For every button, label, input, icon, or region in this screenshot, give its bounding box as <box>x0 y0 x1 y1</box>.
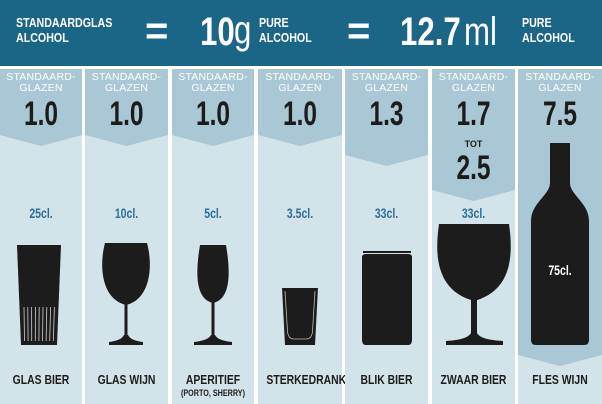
glass-count-band <box>258 69 342 146</box>
column-title: STANDAARD- GLAZEN <box>351 71 422 94</box>
goblet-glass-icon <box>437 224 511 345</box>
drink-name: GLAS BIER <box>12 372 70 387</box>
header-mid-line1: PURE <box>259 15 289 30</box>
aperitif-glass-icon <box>194 245 232 345</box>
glass-count-band <box>85 69 168 146</box>
column-title: STANDAARD- GLAZEN <box>525 71 595 94</box>
volume-label: 3.5cl. <box>286 205 314 221</box>
header-left-line1: STANDAARDGLAS <box>16 15 113 30</box>
standard-glass-count: 1.0 <box>109 95 144 133</box>
volume-label: 75cl. <box>548 262 572 278</box>
grams-value: 10 <box>200 10 235 54</box>
drink-column-7: STANDAARD- GLAZEN 7.5 75cl. FLES WIJN <box>518 69 602 404</box>
equals-sign-2: = <box>347 9 371 53</box>
header-right-line1: PURE <box>522 15 552 30</box>
volume-label: 25cl. <box>29 205 53 221</box>
standard-glass-count: 1.3 <box>369 95 404 133</box>
drink-column-5: STANDAARD- GLAZEN 1.3 33cl. BLIK BIER <box>345 69 428 404</box>
standard-glass-count: 7.5 <box>542 95 578 133</box>
volume-label: 5cl. <box>204 205 222 221</box>
column-title: STANDAARD- GLAZEN <box>6 71 76 94</box>
shot-glass-icon <box>282 288 318 345</box>
standard-glass-count: 1.0 <box>195 95 231 133</box>
header-mid-line2: ALCOHOL <box>259 30 312 45</box>
beer-glass-icon <box>17 245 61 345</box>
column-background <box>518 69 602 404</box>
drink-column-4: STANDAARD- GLAZEN 1.0 3.5cl. STERKEDRANK <box>258 69 347 404</box>
volume-label: 33cl. <box>374 205 399 221</box>
drink-name: FLES WIJN <box>532 372 588 387</box>
drink-column-3: STANDAARD- GLAZEN 1.0 5cl. APERITIEF (PORTO, … <box>172 69 254 404</box>
wine-glass-icon <box>102 243 150 345</box>
ml-unit: ml <box>464 10 497 54</box>
drink-column-2: STANDAARD- GLAZEN 1.0 10cl. GLAS WIJN <box>85 69 168 404</box>
drink-name: ZWAAR BIER <box>440 372 507 387</box>
column-background <box>85 69 168 404</box>
standard-glass-count: 1.0 <box>23 95 59 133</box>
column-title: STANDAARD- GLAZEN <box>265 71 335 94</box>
column-background <box>0 69 82 404</box>
column-title: STANDAARD- GLAZEN <box>438 71 509 94</box>
column-background <box>345 69 428 404</box>
range-connector: TOT <box>464 139 483 149</box>
wine-bottle-icon <box>531 143 589 345</box>
drink-name: APERITIEF <box>185 372 241 387</box>
column-background <box>258 69 342 404</box>
drink-examples: (PORTO, SHERRY) <box>180 388 245 398</box>
header-banner: STANDAARDGLAS ALCOHOL = 10 g PURE ALCOHO… <box>0 0 602 66</box>
drink-column-6: STANDAARD- GLAZEN 1.7 TOT 2.5 33cl. ZWAAR BIER <box>432 69 515 404</box>
equals-sign: = <box>145 9 169 53</box>
header-left-line2: ALCOHOL <box>16 30 69 45</box>
ml-value: 12.7 <box>400 10 461 54</box>
volume-label: 33cl. <box>461 205 486 221</box>
column-title: STANDAARD- GLAZEN <box>91 71 162 94</box>
volume-label: 10cl. <box>114 205 139 221</box>
grams-unit: g <box>234 8 252 52</box>
drink-name: STERKEDRANK <box>266 372 347 387</box>
standard-glass-count: 1.7 <box>456 95 491 133</box>
drink-name: GLAS WIJN <box>97 372 156 387</box>
drink-column-1: STANDAARD- GLAZEN 1.0 25cl. GLAS BIER <box>0 69 82 404</box>
glass-count-band <box>0 69 82 146</box>
header-right-line2: ALCOHOL <box>522 30 575 45</box>
column-background <box>432 69 515 404</box>
column-background <box>172 69 254 404</box>
beer-can-icon <box>362 251 412 345</box>
glass-count-band <box>172 69 254 146</box>
glass-count-band <box>345 69 428 166</box>
glass-count-band <box>432 69 515 201</box>
column-title: STANDAARD- GLAZEN <box>178 71 248 94</box>
standard-glass-count-max: 2.5 <box>456 149 491 187</box>
standard-glass-count: 1.0 <box>282 95 318 133</box>
drink-name: BLIK BIER <box>360 372 413 387</box>
